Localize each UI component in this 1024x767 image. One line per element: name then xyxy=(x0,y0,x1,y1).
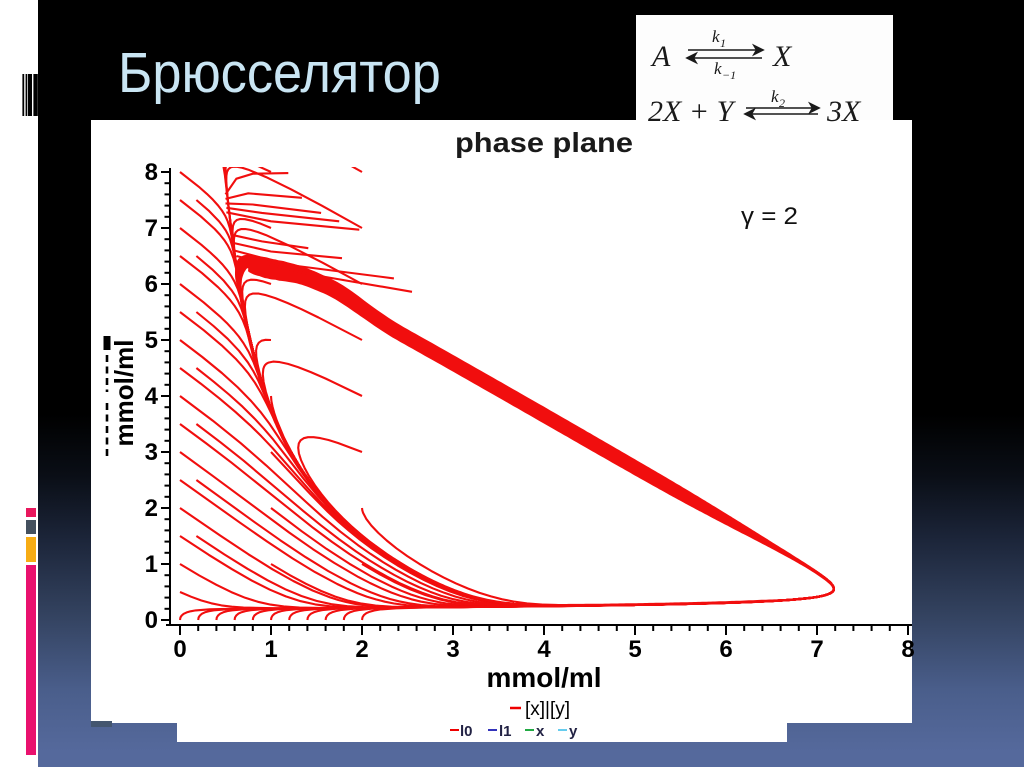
svg-text:7: 7 xyxy=(810,636,823,663)
svg-text:6: 6 xyxy=(719,636,732,663)
svg-text:mmol/ml: mmol/ml xyxy=(109,340,139,447)
svg-text:γ = 2: γ = 2 xyxy=(741,203,798,230)
svg-text:A: A xyxy=(650,40,671,73)
svg-text:y: y xyxy=(569,723,578,740)
svg-text:6: 6 xyxy=(145,271,158,298)
svg-text:0: 0 xyxy=(145,607,158,634)
svg-text:2X + Y: 2X + Y xyxy=(648,95,737,128)
svg-text:8: 8 xyxy=(145,159,158,186)
svg-text:1: 1 xyxy=(264,636,277,663)
svg-text:3: 3 xyxy=(145,439,158,466)
svg-text:4: 4 xyxy=(145,383,159,410)
svg-text:X: X xyxy=(772,40,793,73)
svg-text:5: 5 xyxy=(145,327,158,354)
svg-text:x: x xyxy=(536,723,545,740)
svg-text:−1: −1 xyxy=(722,68,736,82)
svg-text:l1: l1 xyxy=(499,723,512,740)
svg-text:7: 7 xyxy=(145,215,158,242)
svg-text:0: 0 xyxy=(173,636,186,663)
svg-text:3: 3 xyxy=(446,636,459,663)
svg-text:phase plane: phase plane xyxy=(455,127,633,158)
svg-text:2: 2 xyxy=(145,495,158,522)
svg-text:8: 8 xyxy=(901,636,914,663)
svg-text:l0: l0 xyxy=(460,723,473,740)
svg-text:5: 5 xyxy=(628,636,641,663)
svg-text:1: 1 xyxy=(720,36,726,50)
svg-text:3X: 3X xyxy=(826,95,862,128)
svg-text:mmol/ml: mmol/ml xyxy=(487,662,602,693)
svg-text:4: 4 xyxy=(537,636,551,663)
svg-text:k: k xyxy=(712,27,720,46)
svg-text:k: k xyxy=(714,59,722,78)
svg-text:2: 2 xyxy=(355,636,368,663)
svg-text:[x]|[y]: [x]|[y] xyxy=(525,699,570,720)
svg-text:2: 2 xyxy=(779,96,785,110)
svg-text:1: 1 xyxy=(145,551,158,578)
svg-text:k: k xyxy=(771,87,779,106)
